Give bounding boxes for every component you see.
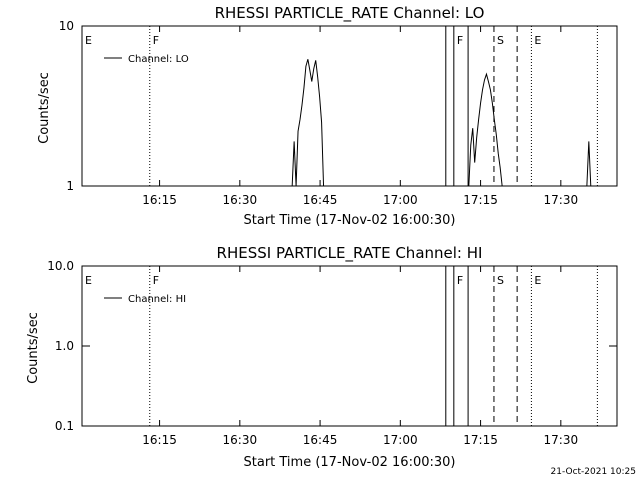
lo-time-marker-label-1: F	[153, 34, 159, 47]
lo-x-tick-label-5: 17:30	[544, 193, 579, 207]
lo-x-axis-label: Start Time (17-Nov-02 16:00:30)	[244, 213, 456, 228]
hi-time-marker-label-1: F	[153, 274, 159, 287]
lo-x-tick-label-1: 16:30	[223, 193, 258, 207]
hi-x-tick-label-3: 17:00	[383, 433, 418, 447]
lo-panel-title: RHESSI PARTICLE_RATE Channel: LO	[215, 4, 485, 23]
hi-x-tick-label-0: 16:15	[142, 433, 177, 447]
hi-channel-panel: RHESSI PARTICLE_RATE Channel: HI Start T…	[26, 244, 618, 470]
lo-x-tick-label-4: 17:15	[463, 193, 498, 207]
lo-x-tick-label-3: 17:00	[383, 193, 418, 207]
lo-time-marker-label-7: E	[534, 34, 541, 47]
hi-x-tick-label-5: 17:30	[544, 433, 579, 447]
generation-timestamp: 21-Oct-2021 10:25	[551, 467, 636, 477]
lo-time-marker-label-3: F	[457, 34, 463, 47]
hi-x-tick-label-4: 17:15	[463, 433, 498, 447]
lo-legend-label: Channel: LO	[128, 54, 189, 65]
hi-panel-title: RHESSI PARTICLE_RATE Channel: HI	[217, 244, 483, 263]
hi-time-marker-label-3: F	[457, 274, 463, 287]
lo-x-tick-label-2: 16:45	[303, 193, 338, 207]
hi-time-marker-label-7: E	[534, 274, 541, 287]
lo-channel-panel: RHESSI PARTICLE_RATE Channel: LO Start T…	[37, 4, 618, 228]
hi-time-marker-label-0: E	[85, 274, 92, 287]
hi-y-tick-label-2: 10.0	[47, 259, 74, 273]
hi-x-tick-label-1: 16:30	[223, 433, 258, 447]
lo-y-tick-label-1: 10	[59, 19, 74, 33]
lo-x-tick-label-0: 16:15	[142, 193, 177, 207]
hi-x-axis-label: Start Time (17-Nov-02 16:00:30)	[244, 455, 456, 470]
hi-time-marker-label-5: S	[497, 274, 504, 287]
hi-x-tick-label-2: 16:45	[303, 433, 338, 447]
lo-y-tick-label-0: 1	[66, 179, 74, 193]
hi-y-axis-label: Counts/sec	[26, 312, 41, 384]
hi-y-tick-label-1: 1.0	[55, 339, 74, 353]
lo-y-axis-label: Counts/sec	[37, 72, 52, 144]
hi-y-tick-label-0: 0.1	[55, 419, 74, 433]
lo-time-marker-label-5: S	[497, 34, 504, 47]
lo-time-marker-label-0: E	[85, 34, 92, 47]
hi-legend-label: Channel: HI	[128, 294, 186, 305]
lo-series-line-0	[291, 59, 592, 187]
